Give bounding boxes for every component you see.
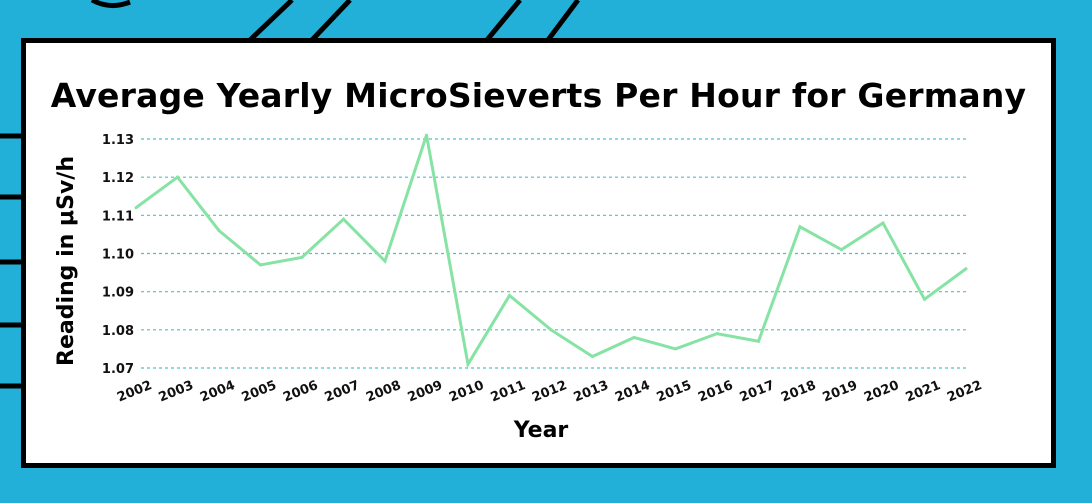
- y-tick-label: 1.09: [102, 286, 134, 301]
- data-series: [134, 133, 968, 369]
- data-point: [549, 328, 553, 332]
- data-point: [840, 248, 843, 252]
- data-point: [300, 255, 304, 259]
- x-tick-label: 2015: [655, 378, 694, 405]
- x-tick-label: 2006: [281, 378, 320, 405]
- x-tick-label: 2012: [530, 378, 569, 405]
- y-tick-label: 1.12: [102, 171, 134, 186]
- x-tick-label: 2007: [323, 378, 362, 405]
- y-tick-label: 1.10: [102, 248, 134, 263]
- data-point: [134, 206, 138, 210]
- x-tick-label: 2020: [862, 378, 901, 405]
- x-axis-label: Year: [513, 418, 569, 443]
- data-point: [798, 225, 802, 229]
- y-tick-label: 1.11: [102, 209, 134, 224]
- data-point: [425, 133, 428, 137]
- x-tick-label: 2019: [821, 378, 860, 405]
- x-tick-label: 2018: [779, 378, 818, 405]
- deco-stroke: [310, 0, 352, 42]
- deco-stroke: [546, 0, 580, 42]
- x-tick-label: 2004: [198, 378, 237, 405]
- x-tick-label: 2022: [945, 378, 984, 405]
- x-tick-labels: 2002 2003 2004 2005 2006 2007 2008 2009 2010 2011…: [115, 378, 984, 405]
- x-tick-label: 2002: [115, 378, 154, 405]
- x-tick-label: 2021: [904, 378, 943, 405]
- data-point: [964, 267, 968, 271]
- x-tick-label: 2014: [613, 378, 652, 405]
- data-point: [466, 362, 470, 366]
- data-point: [342, 217, 345, 221]
- x-tick-label: 2011: [489, 378, 528, 405]
- x-tick-label: 2008: [364, 378, 403, 405]
- line-chart: 1.071.081.091.101.111.121.13 2002 2003 200…: [54, 133, 984, 443]
- gridlines: [141, 138, 966, 369]
- x-tick-label: 2009: [406, 378, 445, 405]
- deco-stroke: [485, 0, 522, 42]
- x-tick-label: 2013: [572, 378, 611, 405]
- y-tick-label: 1.08: [102, 324, 134, 339]
- data-point: [259, 263, 262, 267]
- y-tick-label: 1.07: [102, 362, 134, 377]
- data-point: [591, 355, 594, 359]
- data-point: [217, 229, 221, 233]
- data-point: [632, 335, 636, 339]
- chart-title: Average Yearly MicroSieverts Per Hour fo…: [50, 76, 1027, 115]
- data-point: [715, 332, 719, 336]
- data-point: [383, 259, 387, 263]
- x-tick-label: 2003: [157, 378, 196, 405]
- data-point: [881, 221, 885, 225]
- data-point: [674, 347, 677, 351]
- data-point: [923, 297, 926, 301]
- data-point: [757, 339, 760, 343]
- x-tick-label: 2016: [696, 378, 735, 405]
- data-point: [508, 293, 511, 297]
- chart-card: Average Yearly MicroSieverts Per Hour fo…: [21, 38, 1056, 468]
- x-tick-label: 2017: [738, 378, 777, 405]
- deco-curve: [90, 0, 131, 8]
- y-tick-labels: 1.07 1.08 1.09 1.10 1.11 1.12 1.13: [102, 133, 134, 377]
- x-tick-label: 2005: [240, 378, 279, 405]
- y-axis-label: Reading in μSv/h: [54, 156, 79, 366]
- y-tick-label: 1.13: [102, 133, 134, 148]
- deco-stroke: [248, 0, 294, 42]
- x-tick-label: 2010: [447, 378, 486, 405]
- data-point: [176, 175, 179, 179]
